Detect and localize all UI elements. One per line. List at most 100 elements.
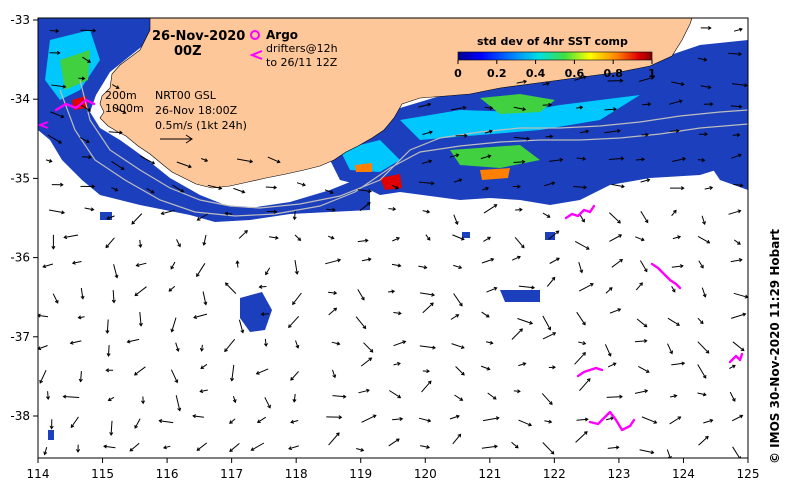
current-arrow bbox=[75, 444, 81, 453]
current-arrow bbox=[51, 84, 67, 89]
lat-tick-label: -34 bbox=[10, 92, 30, 106]
current-arrow bbox=[328, 432, 340, 446]
current-arrow bbox=[111, 290, 116, 304]
current-arrow bbox=[331, 341, 341, 346]
current-arrow bbox=[542, 102, 553, 108]
current-arrow bbox=[453, 214, 459, 225]
current-arrow bbox=[605, 287, 613, 294]
current-arrow bbox=[290, 371, 299, 381]
current-arrow bbox=[640, 178, 651, 183]
drifter-tracks bbox=[54, 98, 744, 432]
current-arrow bbox=[393, 311, 402, 316]
current-arrow bbox=[255, 368, 269, 375]
current-arrow bbox=[607, 78, 624, 83]
isobath-200m bbox=[79, 79, 748, 209]
current-arrow bbox=[704, 186, 714, 190]
current-arrow bbox=[700, 85, 712, 90]
current-arrow bbox=[634, 389, 649, 394]
current-arrow bbox=[452, 234, 465, 241]
current-arrow bbox=[112, 106, 127, 114]
current-arrow bbox=[639, 260, 648, 273]
current-arrow bbox=[49, 28, 60, 33]
current-arrow bbox=[80, 287, 85, 300]
current-arrow bbox=[422, 369, 431, 374]
current-arrow bbox=[363, 342, 374, 353]
current-arrow bbox=[511, 328, 523, 340]
current-arrow bbox=[162, 445, 171, 450]
current-arrow bbox=[361, 414, 377, 423]
current-arrow bbox=[49, 50, 61, 55]
current-arrow bbox=[196, 442, 208, 451]
isobath-1000m bbox=[59, 89, 748, 217]
current-arrow bbox=[542, 81, 550, 86]
current-arrow bbox=[671, 361, 686, 366]
current-arrow bbox=[250, 442, 265, 451]
current-arrow bbox=[79, 137, 90, 143]
current-arrow bbox=[112, 84, 120, 89]
current-arrow bbox=[422, 302, 434, 314]
lon-tick-label: 117 bbox=[220, 467, 243, 481]
current-arrow bbox=[425, 234, 431, 241]
current-arrow bbox=[129, 442, 140, 452]
current-arrow bbox=[292, 393, 297, 403]
current-arrow bbox=[604, 344, 612, 357]
current-arrow bbox=[452, 433, 462, 445]
current-arrow bbox=[193, 313, 208, 319]
current-arrow bbox=[46, 391, 51, 401]
current-arrow bbox=[667, 317, 680, 326]
current-arrow bbox=[236, 158, 254, 164]
current-arrow bbox=[639, 75, 655, 82]
current-arrow bbox=[483, 204, 498, 214]
current-arrow bbox=[672, 157, 687, 162]
current-arrow bbox=[511, 255, 521, 261]
current-arrow bbox=[265, 185, 278, 190]
current-arrow bbox=[574, 240, 590, 250]
current-arrow bbox=[62, 394, 80, 399]
current-arrow bbox=[672, 235, 682, 240]
current-arrow bbox=[196, 213, 208, 221]
lon-tick-label: 124 bbox=[672, 467, 695, 481]
current-arrow bbox=[636, 318, 648, 328]
current-arrow bbox=[199, 389, 208, 394]
current-arrow bbox=[199, 344, 204, 352]
current-arrow bbox=[733, 27, 743, 32]
current-arrow bbox=[229, 418, 236, 424]
current-arrow bbox=[103, 444, 116, 449]
current-arrow bbox=[515, 207, 523, 212]
drifter-track bbox=[650, 262, 682, 290]
current-arrow bbox=[518, 419, 533, 427]
map-time: 00Z bbox=[174, 44, 202, 59]
current-arrow bbox=[292, 210, 297, 221]
current-arrow bbox=[730, 258, 743, 263]
drifter-icon bbox=[249, 50, 263, 60]
current-arrow bbox=[43, 447, 48, 456]
current-arrow bbox=[233, 187, 246, 194]
current-arrow bbox=[388, 438, 400, 447]
current-arrow bbox=[294, 234, 302, 242]
current-arrow bbox=[393, 361, 401, 366]
current-arrow bbox=[667, 343, 673, 355]
current-arrow bbox=[49, 209, 66, 215]
current-arrow bbox=[574, 75, 587, 81]
current-arrow bbox=[170, 317, 177, 333]
current-arrow bbox=[454, 178, 463, 183]
current-arrow bbox=[729, 364, 736, 370]
current-arrow bbox=[391, 184, 399, 190]
current-arrow bbox=[105, 237, 115, 249]
lon-tick-label: 114 bbox=[27, 467, 50, 481]
current-arrow bbox=[393, 340, 407, 347]
current-arrow bbox=[576, 417, 589, 422]
current-arrow bbox=[422, 159, 433, 164]
current-arrow bbox=[487, 392, 497, 400]
lon-tick-label: 121 bbox=[478, 467, 501, 481]
current-arrow bbox=[355, 316, 367, 330]
latitude-axis: -33 -34 -35 -36 -37 -38 bbox=[10, 13, 38, 423]
current-arrow bbox=[81, 155, 92, 160]
lat-tick-label: -36 bbox=[10, 251, 30, 265]
current-arrow bbox=[420, 292, 436, 297]
current-arrow bbox=[731, 414, 744, 422]
current-arrow bbox=[202, 291, 208, 306]
current-arrow bbox=[357, 238, 369, 243]
drifter-track bbox=[564, 204, 596, 220]
